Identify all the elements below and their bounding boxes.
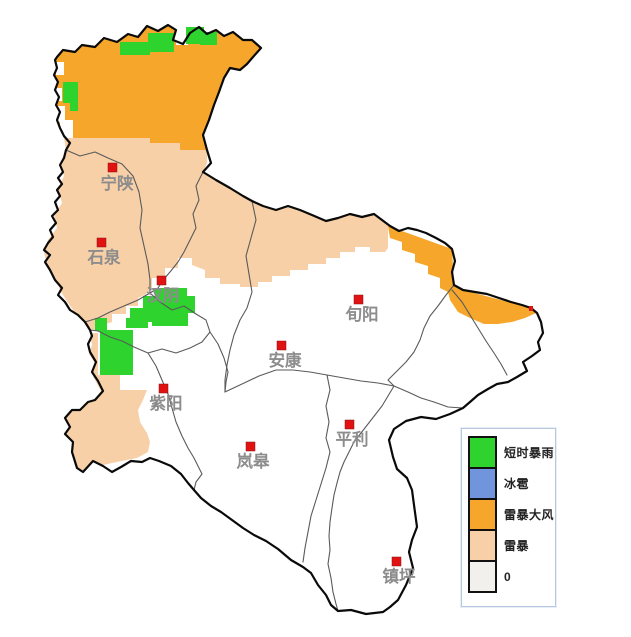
legend-color-chip-hail bbox=[468, 467, 497, 500]
city-label: 平利 bbox=[336, 429, 369, 449]
county-border bbox=[65, 149, 151, 294]
legend-color-chip-short-rain bbox=[468, 436, 497, 469]
rain-patch bbox=[95, 318, 107, 331]
county-border bbox=[84, 292, 151, 323]
legend-row: 0 bbox=[468, 560, 511, 593]
county-border bbox=[147, 352, 203, 491]
county-border bbox=[89, 292, 211, 354]
city-markers bbox=[96, 162, 402, 567]
white-notch bbox=[60, 120, 73, 138]
legend-row: 短时暴雨 bbox=[468, 436, 554, 469]
legend-color-chip-thunderstorm bbox=[468, 529, 497, 562]
city-label: 镇坪 bbox=[383, 566, 417, 586]
legend-row: 雷暴大风 bbox=[468, 498, 554, 531]
city-labels: 宁陕 石泉 汉阴 旬阳 安康 紫阳 平利 岚皋 镇坪 bbox=[87, 173, 417, 586]
city-marker bbox=[344, 419, 355, 430]
city-marker bbox=[276, 340, 287, 351]
county-border bbox=[451, 289, 508, 376]
white-notch bbox=[176, 18, 188, 45]
thunderstorm-region-north bbox=[44, 138, 388, 331]
county-border bbox=[224, 369, 464, 409]
rain-patch bbox=[70, 100, 78, 111]
legend-label: 0 bbox=[504, 569, 512, 584]
rain-patch bbox=[63, 82, 78, 103]
city-label: 岚皋 bbox=[237, 451, 271, 471]
legend-color-chip-gale bbox=[468, 498, 497, 531]
city-marker bbox=[391, 556, 402, 567]
city-marker bbox=[107, 162, 118, 173]
rain-patch bbox=[148, 33, 174, 52]
legend-row: 冰雹 bbox=[468, 467, 529, 500]
white-notch bbox=[56, 62, 64, 75]
legend-panel: 短时暴雨 冰雹 雷暴大风 雷暴 0 bbox=[461, 428, 556, 607]
rain-patch bbox=[126, 318, 148, 328]
city-label: 石泉 bbox=[87, 247, 122, 267]
city-marker bbox=[96, 237, 107, 248]
county-border bbox=[387, 284, 455, 387]
rain-patch bbox=[186, 27, 204, 44]
county-border bbox=[327, 385, 395, 612]
city-label: 紫阳 bbox=[150, 393, 183, 413]
thunderstorm-region-southwest bbox=[65, 333, 150, 471]
city-label: 安康 bbox=[269, 350, 303, 370]
city-marker bbox=[158, 383, 169, 394]
city-label: 汉阴 bbox=[147, 286, 180, 305]
rain-patch bbox=[100, 330, 133, 375]
prefecture-boundary bbox=[42, 23, 545, 616]
county-border bbox=[224, 200, 257, 393]
gale-region-northeast-a bbox=[388, 226, 454, 292]
county-border bbox=[209, 331, 229, 393]
county-borders bbox=[65, 149, 508, 612]
city-marker bbox=[245, 441, 256, 452]
white-notch bbox=[56, 106, 65, 122]
city-marker bbox=[353, 294, 364, 305]
thunderstorm-regions bbox=[44, 138, 388, 471]
short-rain-patches bbox=[63, 27, 217, 375]
rain-patch bbox=[120, 42, 150, 55]
legend-label: 雷暴大风 bbox=[504, 508, 555, 522]
rain-patch bbox=[200, 32, 217, 45]
boundary-red-pixel bbox=[529, 306, 533, 311]
legend-label: 短时暴雨 bbox=[504, 446, 555, 460]
legend-row: 雷暴 bbox=[468, 529, 529, 562]
county-border bbox=[302, 374, 331, 563]
city-marker bbox=[156, 275, 167, 286]
legend-label: 雷暴 bbox=[504, 539, 530, 553]
legend-label: 冰雹 bbox=[504, 477, 530, 491]
city-label: 旬阳 bbox=[345, 304, 379, 324]
city-label: 宁陕 bbox=[101, 173, 135, 193]
legend-color-chip-none bbox=[468, 560, 497, 593]
